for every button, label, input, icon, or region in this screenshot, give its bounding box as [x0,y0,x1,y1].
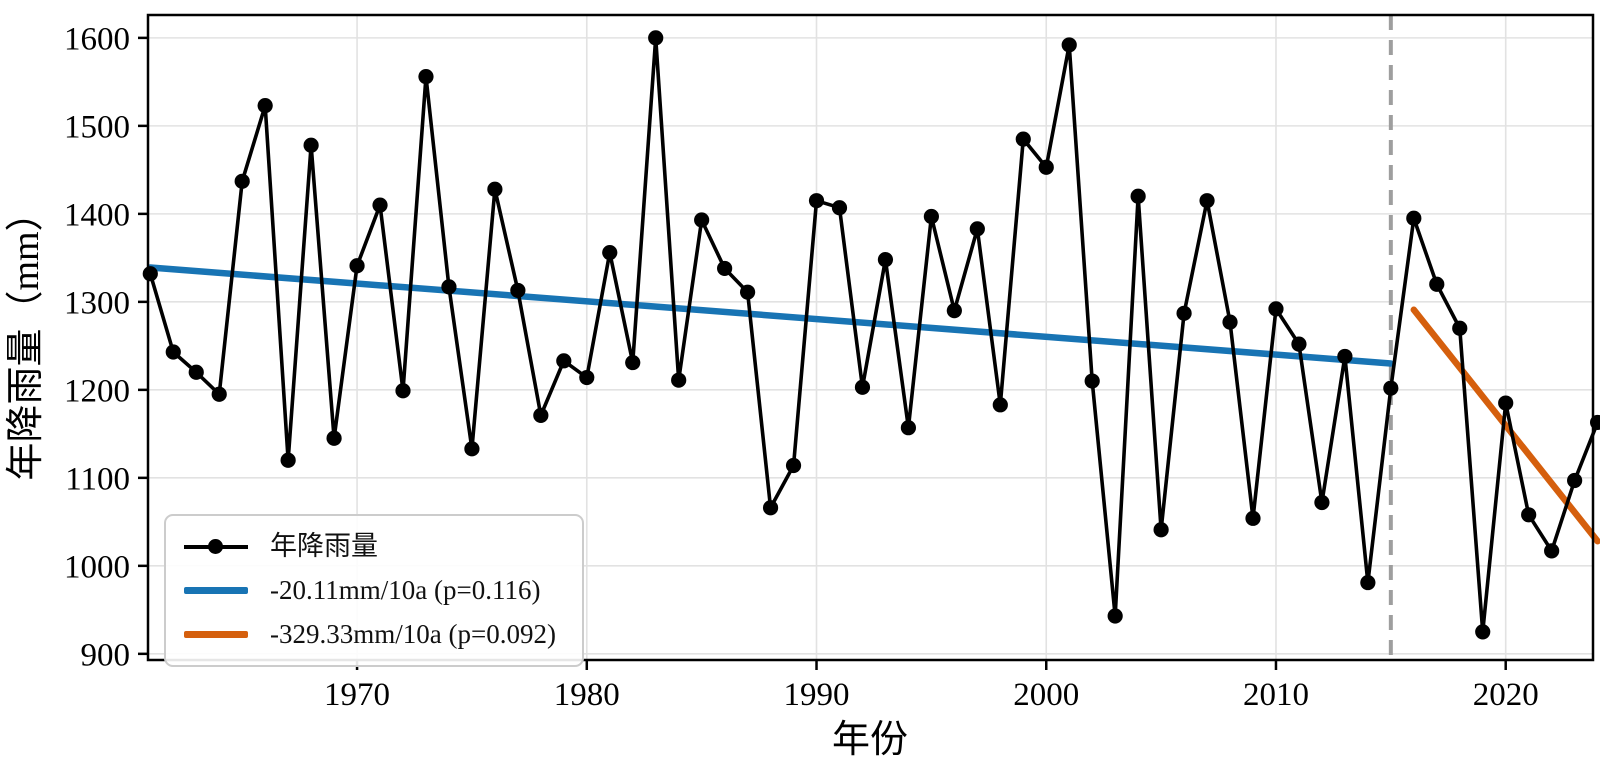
x-tick-label: 2020 [1473,677,1539,713]
x-tick-label: 1980 [554,677,620,713]
legend-item-trend1: -20.11mm/10a (p=0.116) [184,572,556,609]
data-point [1360,574,1376,591]
y-axis-title: 年降雨量（mm） [5,193,47,480]
data-point [487,181,503,197]
data-point [349,258,365,274]
legend: 年降雨量 -20.11mm/10a (p=0.116) -329.33mm/10… [164,514,584,667]
data-point [1084,373,1100,389]
y-tick-label: 1200 [64,373,130,409]
trend-line-1 [147,264,1395,367]
y-tick-label: 1000 [64,549,130,585]
x-tick-label: 2000 [1013,677,1079,713]
rainfall-line [148,36,1600,634]
data-point [739,284,756,300]
plot-border [146,13,1595,662]
trend-lines [147,264,1600,545]
y-tick-label: 1100 [65,461,130,497]
y-tick-label: 1300 [64,285,130,321]
data-point [785,457,802,474]
data-point [1429,276,1445,292]
axes: 900 1000 1100 1200 1300 1400 1500 1600 1970 1980 1… [64,13,1595,713]
data-point [533,407,549,423]
data-point [395,383,411,399]
y-tick-label: 900 [81,637,131,673]
data-point [1130,188,1146,204]
data-point [234,173,250,189]
data-point [1544,543,1560,559]
data-point [1038,159,1054,175]
legend-label-trend2: -329.33mm/10a (p=0.092) [270,619,556,649]
data-point [1406,210,1422,226]
series-line-marker-icon [184,539,248,554]
data-point [418,68,434,85]
data-point [602,244,618,261]
data-point [648,30,664,46]
data-point [556,353,572,369]
data-point [946,303,962,319]
data-point [1199,193,1215,209]
data-point [372,197,388,213]
data-point [464,441,480,457]
data-point [257,98,273,114]
y-tick-label: 1500 [64,109,130,145]
legend-label-series: 年降雨量 [270,531,378,561]
data-point [579,369,595,386]
data-point [1291,336,1307,352]
data-point [1337,348,1353,365]
data-point [1107,608,1123,624]
data-point [808,193,825,209]
data-point [1383,380,1399,396]
data-point [165,344,181,360]
data-point [303,137,319,153]
data-point [1567,472,1583,489]
data-point [1314,494,1330,511]
data-point [1245,510,1261,526]
data-point [923,208,939,225]
y-tick-label: 1600 [64,21,130,57]
data-point [280,452,296,468]
data-point [1222,314,1238,330]
data-point [831,200,848,216]
data-point [762,500,779,516]
data-point [1475,624,1491,640]
data-point [671,372,687,388]
data-point [969,221,985,237]
legend-item-series: 年降雨量 [184,528,556,565]
x-tick-label: 1990 [784,677,850,713]
series-dot-icon [208,539,223,554]
data-point [1268,301,1284,317]
data-point [142,266,158,282]
trend1-line-icon [184,587,248,594]
data-point [625,354,641,371]
data-point [510,282,526,299]
data-point [1015,131,1031,147]
trend2-line-icon [184,631,248,638]
x-axis-title: 年份 [832,719,908,761]
data-point [441,279,457,295]
data-point [694,212,710,228]
data-point [900,420,917,436]
gridlines [148,15,1593,660]
y-tick-label: 1400 [64,197,130,233]
data-point [992,397,1008,413]
data-point [1521,507,1537,523]
data-point [1176,305,1192,321]
x-tick-label: 1970 [324,677,390,713]
data-point [1589,414,1600,431]
data-point [717,260,733,277]
data-point [854,379,871,395]
data-point [877,252,894,268]
data-point [1452,320,1468,336]
legend-label-trend1: -20.11mm/10a (p=0.116) [270,575,541,605]
data-point [211,386,227,402]
x-tick-label: 2010 [1243,677,1309,713]
data-point [188,364,204,380]
data-point [1061,37,1077,53]
legend-item-trend2: -329.33mm/10a (p=0.092) [184,616,556,653]
data-point [1498,395,1514,411]
data-point [326,430,342,446]
data-point [1153,522,1169,538]
